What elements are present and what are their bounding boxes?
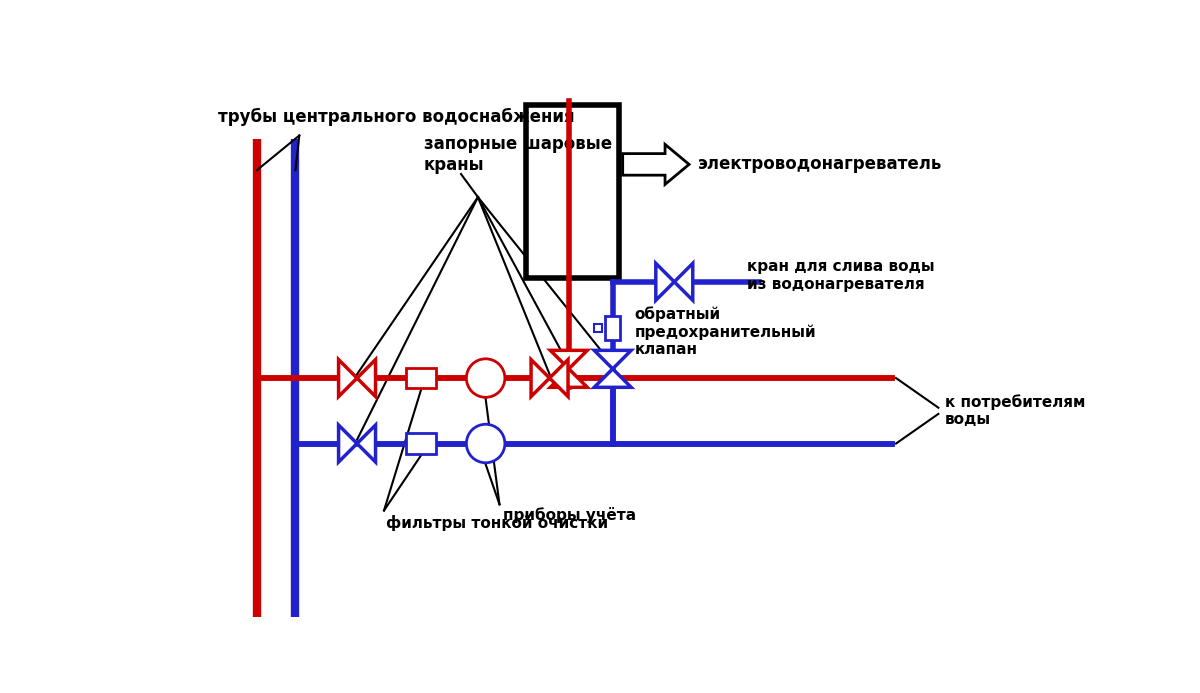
Bar <box>605 317 620 340</box>
Polygon shape <box>358 425 376 462</box>
Bar <box>527 105 619 278</box>
Text: к потребителям
воды: к потребителям воды <box>944 394 1085 428</box>
Text: приборы учёта: приборы учёта <box>503 507 636 523</box>
Polygon shape <box>551 369 587 387</box>
Polygon shape <box>338 425 358 462</box>
Polygon shape <box>358 360 376 396</box>
Polygon shape <box>674 263 692 300</box>
Polygon shape <box>656 263 674 300</box>
Polygon shape <box>551 351 587 369</box>
Polygon shape <box>550 360 568 396</box>
Text: фильтры тонкой очистки: фильтры тонкой очистки <box>386 515 608 531</box>
Polygon shape <box>623 144 689 184</box>
Circle shape <box>467 424 505 463</box>
Text: трубы центрального водоснабжения: трубы центрального водоснабжения <box>218 107 575 125</box>
Bar <box>407 368 436 389</box>
Polygon shape <box>532 360 550 396</box>
Text: обратный
предохранительный
клапан: обратный предохранительный клапан <box>635 306 816 358</box>
Text: запорные шаровые
краны: запорные шаровые краны <box>424 135 612 174</box>
Polygon shape <box>594 351 631 369</box>
Text: электроводонагреватель: электроводонагреватель <box>698 155 943 173</box>
Text: кран для слива воды
из водонагревателя: кран для слива воды из водонагревателя <box>748 259 935 292</box>
Circle shape <box>467 359 505 397</box>
Bar <box>407 433 436 454</box>
Polygon shape <box>594 369 631 387</box>
Polygon shape <box>338 360 358 396</box>
Bar <box>594 324 602 332</box>
